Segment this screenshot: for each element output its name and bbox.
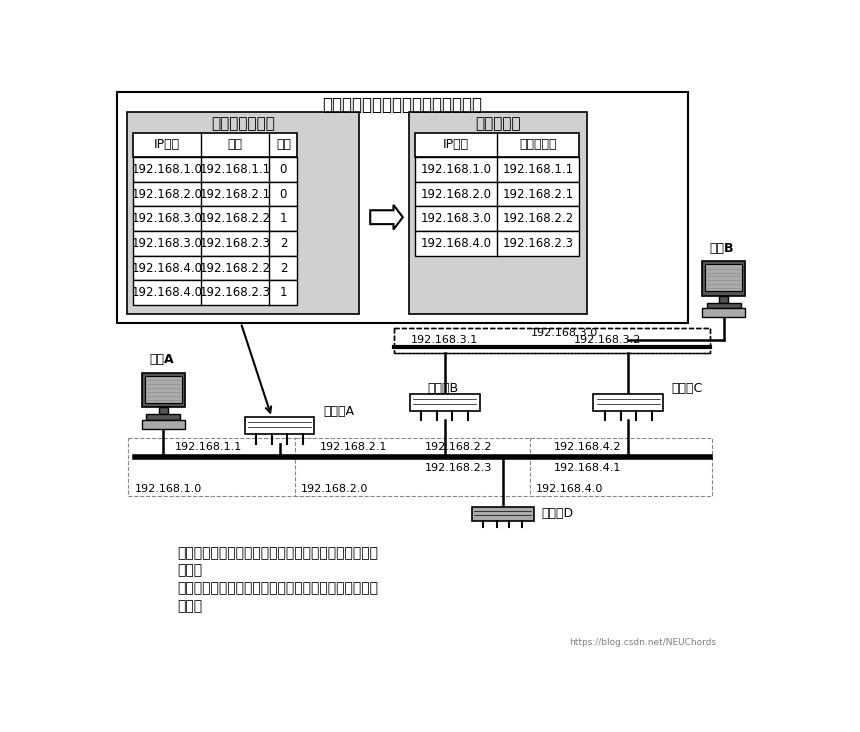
Bar [705,264,742,291]
Text: 192.168.2.1: 192.168.2.1 [200,187,271,201]
Text: 192.168.2.1: 192.168.2.1 [503,187,574,201]
Text: 192.168.1.0: 192.168.1.0 [132,163,203,176]
Bar [415,206,580,231]
Bar [245,417,315,434]
Text: 2: 2 [280,261,287,274]
Text: 192.168.2.3: 192.168.2.3 [200,286,271,299]
Text: 192.168.4.0: 192.168.4.0 [536,484,604,494]
Bar [707,302,740,308]
Bar [472,507,534,520]
Text: 针对同一个网络如果有两条路径，那么选择距离较短的: 针对同一个网络如果有两条路径，那么选择距离较短的 [177,581,378,595]
Text: 192.168.2.0: 192.168.2.0 [301,484,369,494]
Text: 路由器C: 路由器C [671,381,702,395]
Bar [703,261,745,296]
Text: 方向: 方向 [228,138,243,152]
Text: 0: 0 [280,187,287,201]
Text: 1: 1 [280,212,287,225]
Text: 一个。: 一个。 [177,599,202,613]
Text: 主机B: 主机B [710,242,734,255]
Text: 192.168.3.0: 192.168.3.0 [421,212,492,225]
Text: 下一个路由: 下一个路由 [519,138,557,152]
Text: 192.168.4.0: 192.168.4.0 [132,286,203,299]
Text: 192.168.2.3: 192.168.2.3 [425,463,492,473]
Bar [133,157,298,182]
Bar [415,182,580,206]
Bar [415,231,580,255]
Bar [117,92,688,323]
Bar [146,414,181,419]
Bar [530,438,712,496]
Text: 距离向量型的协议中根据网络的距离和方向生成路由控: 距离向量型的协议中根据网络的距离和方向生成路由控 [177,546,378,560]
Text: 192.168.2.2: 192.168.2.2 [200,261,271,274]
Text: 192.168.4.0: 192.168.4.0 [421,237,492,250]
Bar [719,296,728,302]
Text: 192.168.2.0: 192.168.2.0 [421,187,492,201]
Text: 192.168.1.1: 192.168.1.1 [175,442,242,452]
Bar [133,206,298,231]
Text: 路由器B: 路由器B [427,381,458,395]
Text: 192.168.3.0: 192.168.3.0 [132,212,203,225]
Text: https://blog.csdn.net/NEUChords: https://blog.csdn.net/NEUChords [568,638,716,647]
Text: 路由器A: 路由器A [323,405,354,418]
Text: 192.168.2.2: 192.168.2.2 [200,212,271,225]
Text: 192.168.3.0: 192.168.3.0 [132,237,203,250]
Bar [128,438,313,496]
Text: 主机A: 主机A [150,353,174,366]
Bar [133,132,298,157]
Text: 制表。: 制表。 [177,564,202,578]
Bar [145,376,181,403]
Text: 192.168.3.2: 192.168.3.2 [574,335,641,345]
Bar [593,395,663,411]
Text: 0: 0 [280,163,287,176]
Text: 路由控制表: 路由控制表 [476,116,521,131]
Text: 距离向量数据库: 距离向量数据库 [212,116,275,131]
Text: IP地址: IP地址 [443,138,470,152]
Bar [142,373,185,408]
Polygon shape [370,205,402,230]
Bar [415,157,580,182]
Text: 路由器D: 路由器D [542,507,574,520]
Text: 192.168.4.2: 192.168.4.2 [554,442,622,452]
Bar [702,308,746,317]
Text: 距离: 距离 [276,138,291,152]
Bar [133,231,298,255]
Text: 192.168.1.0: 192.168.1.0 [421,163,492,176]
Text: 192.168.2.3: 192.168.2.3 [200,237,271,250]
Bar [394,328,710,354]
Bar [142,419,185,429]
Bar [127,113,359,314]
Text: 192.168.4.1: 192.168.4.1 [555,463,622,473]
Bar [133,280,298,305]
Text: 192.168.2.1: 192.168.2.1 [320,442,388,452]
Bar [415,132,580,157]
Text: 192.168.1.1: 192.168.1.1 [503,163,574,176]
Bar [158,408,168,414]
Text: 192.168.4.0: 192.168.4.0 [132,261,203,274]
Text: 192.168.1.0: 192.168.1.0 [135,484,202,494]
Text: 192.168.2.2: 192.168.2.2 [503,212,574,225]
Text: 1: 1 [280,286,287,299]
Text: 192.168.2.0: 192.168.2.0 [132,187,203,201]
Text: 192.168.3.1: 192.168.3.1 [411,335,478,345]
Bar [409,395,480,411]
Text: 根据距离向量数据库生成路由控制表: 根据距离向量数据库生成路由控制表 [322,96,482,113]
Bar [409,113,587,314]
Text: 192.168.1.1: 192.168.1.1 [200,163,271,176]
Bar [133,255,298,280]
Text: IP地址: IP地址 [154,138,181,152]
Text: 192.168.2.2: 192.168.2.2 [425,442,492,452]
Bar [133,182,298,206]
Text: 192.168.2.3: 192.168.2.3 [503,237,574,250]
Bar [295,438,547,496]
Text: 192.168.3.0: 192.168.3.0 [531,328,599,337]
Text: 2: 2 [280,237,287,250]
